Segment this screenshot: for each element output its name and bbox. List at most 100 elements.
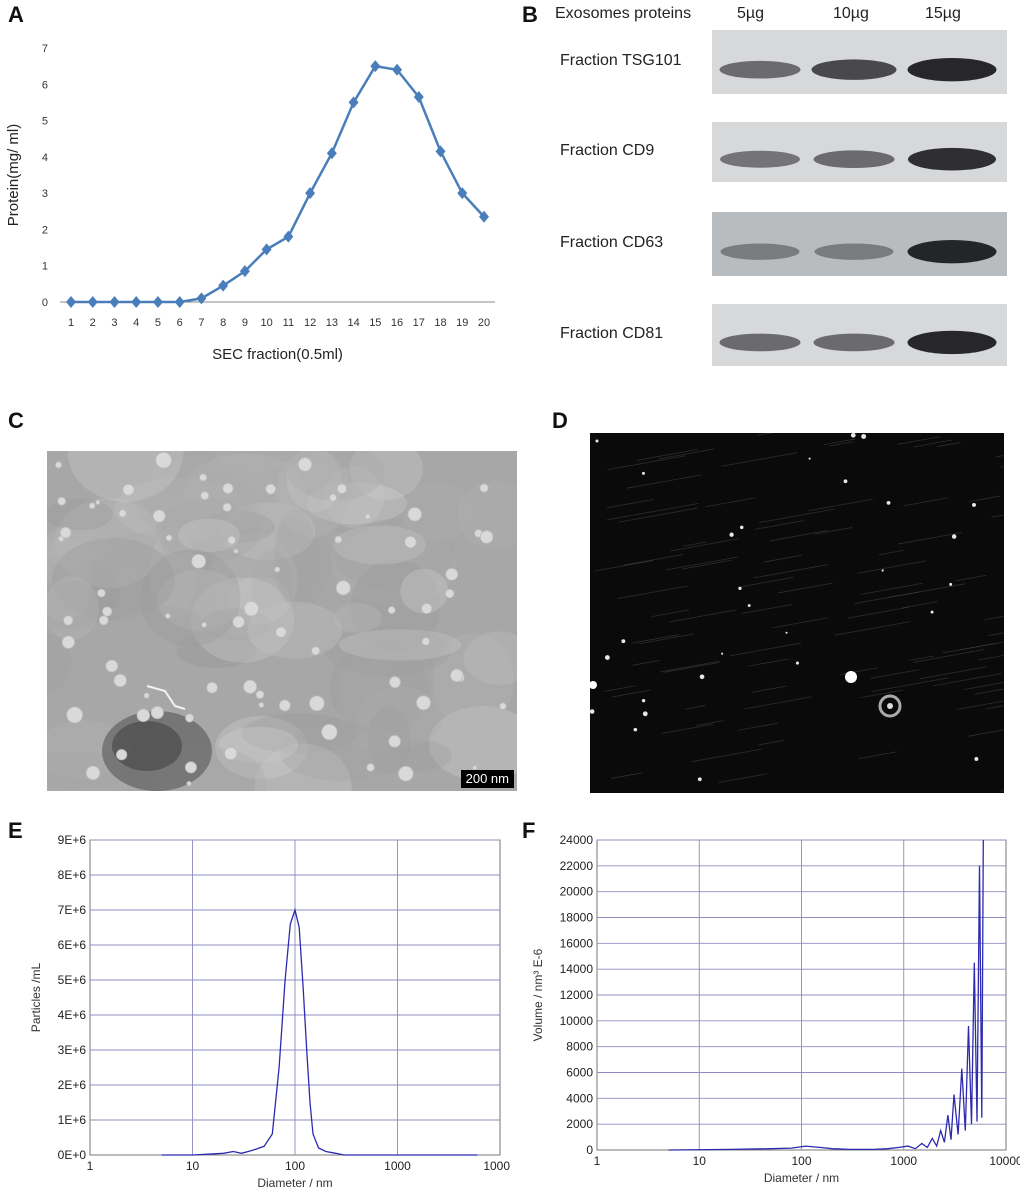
scatter-streak — [902, 601, 938, 609]
tem-texture — [276, 451, 352, 538]
scatter-streak — [720, 452, 798, 467]
particle-dot — [697, 777, 702, 782]
scatter-streak — [847, 606, 909, 619]
data-point — [435, 145, 446, 158]
lane-label-1: 5µg — [737, 5, 765, 22]
data-point — [152, 296, 163, 308]
x-tick-label: 10 — [261, 317, 273, 329]
protein-band — [813, 150, 895, 169]
tem-texture — [184, 453, 306, 531]
scatter-streak — [681, 559, 733, 570]
scatter-streak — [758, 740, 784, 746]
protein-band — [811, 59, 897, 80]
exosome-vesicle — [336, 483, 347, 494]
particle-dot — [729, 532, 734, 537]
exosome-vesicle — [88, 502, 96, 510]
blot-image — [712, 122, 1007, 182]
scatter-streak — [991, 514, 1004, 518]
tem-texture — [115, 605, 207, 651]
x-tick-label: 15 — [369, 317, 381, 329]
exosome-vesicle — [407, 507, 422, 522]
protein-band — [907, 240, 997, 264]
x-tick-label: 10 — [186, 1159, 200, 1173]
exosome-vesicle — [152, 509, 166, 523]
scatter-streak — [604, 685, 636, 692]
scatter-streak — [974, 688, 1004, 695]
y-tick-label: 3 — [42, 188, 48, 200]
particle-dot — [642, 711, 648, 717]
dark-stain — [112, 721, 182, 771]
scatter-streak — [777, 582, 833, 594]
scatter-streak — [984, 615, 1004, 621]
exosome-vesicle — [450, 668, 464, 683]
exosome-vesicle — [278, 699, 291, 712]
tem-texture — [247, 601, 343, 659]
blot-row-label: Fraction CD9 — [560, 142, 655, 159]
data-point — [283, 230, 294, 243]
data-point — [457, 187, 468, 200]
data-point — [348, 96, 359, 109]
tem-texture — [47, 634, 72, 693]
particle-dot — [641, 471, 645, 475]
exosome-vesicle — [199, 473, 208, 482]
scatter-streak — [636, 449, 698, 461]
data-point — [479, 210, 489, 223]
y-tick-label: 2E+6 — [58, 1078, 87, 1092]
x-tick-label: 20 — [478, 317, 490, 329]
tem-texture — [214, 451, 311, 471]
x-tick-label: 6 — [177, 317, 183, 329]
exosome-vesicle — [404, 535, 417, 549]
exosome-vesicle — [335, 580, 351, 596]
lane-label-2: 10µg — [833, 5, 869, 22]
scatter-streak — [985, 705, 1004, 710]
scatter-streak — [607, 455, 686, 471]
series-line — [161, 907, 478, 1156]
particle-dot — [590, 709, 595, 714]
y-axis-title: Particles /mL — [29, 963, 43, 1033]
x-tick-label: 1 — [68, 317, 74, 329]
particle-dot — [785, 631, 788, 634]
tem-texture — [140, 549, 241, 647]
y-tick-label: 2000 — [566, 1117, 593, 1131]
tem-micrograph: 200 nm — [47, 451, 517, 791]
data-point — [66, 296, 76, 308]
blot-row-label: Fraction CD63 — [560, 234, 664, 251]
exosome-vesicle — [191, 553, 207, 569]
x-tick-label: 5 — [155, 317, 161, 329]
tem-texture — [254, 743, 352, 791]
exosome-vesicle — [387, 606, 396, 615]
exosome-vesicle — [113, 673, 127, 688]
y-tick-label: 24000 — [560, 833, 594, 847]
y-axis-title: Volume / nm³ E-6 — [531, 948, 545, 1041]
y-tick-label: 5 — [42, 116, 48, 128]
x-tick-label: 16 — [391, 317, 403, 329]
y-tick-label: 18000 — [560, 911, 594, 925]
exosome-vesicle — [150, 705, 164, 720]
scatter-streak — [814, 527, 853, 535]
exosome-vesicle — [57, 496, 67, 506]
tem-texture — [54, 497, 164, 588]
exosome-vesicle — [309, 695, 325, 712]
x-tick-label: 8 — [220, 317, 226, 329]
tem-texture — [47, 553, 121, 629]
scatter-streak — [964, 681, 1004, 690]
tem-texture — [415, 490, 460, 527]
bright-particle — [887, 703, 893, 709]
x-axis-title: Diameter / nm — [764, 1171, 839, 1185]
x-tick-label: 17 — [413, 317, 425, 329]
exosome-vesicle — [275, 626, 287, 638]
scatter-streak — [663, 662, 720, 673]
blot-row-label: Fraction TSG101 — [560, 52, 682, 69]
protein-band — [719, 333, 801, 352]
exosome-vesicle — [421, 637, 430, 646]
scatter-streak — [860, 582, 923, 595]
particle-dot — [747, 604, 751, 607]
exosome-vesicle — [243, 679, 258, 694]
scatter-streak — [897, 436, 940, 445]
tem-texture — [114, 478, 244, 540]
exosome-vesicle — [479, 483, 489, 493]
exosome-vesicle — [184, 761, 197, 774]
x-tick-label: 100 — [791, 1154, 811, 1168]
tem-texture — [215, 716, 308, 780]
y-tick-label: 0 — [586, 1143, 593, 1157]
